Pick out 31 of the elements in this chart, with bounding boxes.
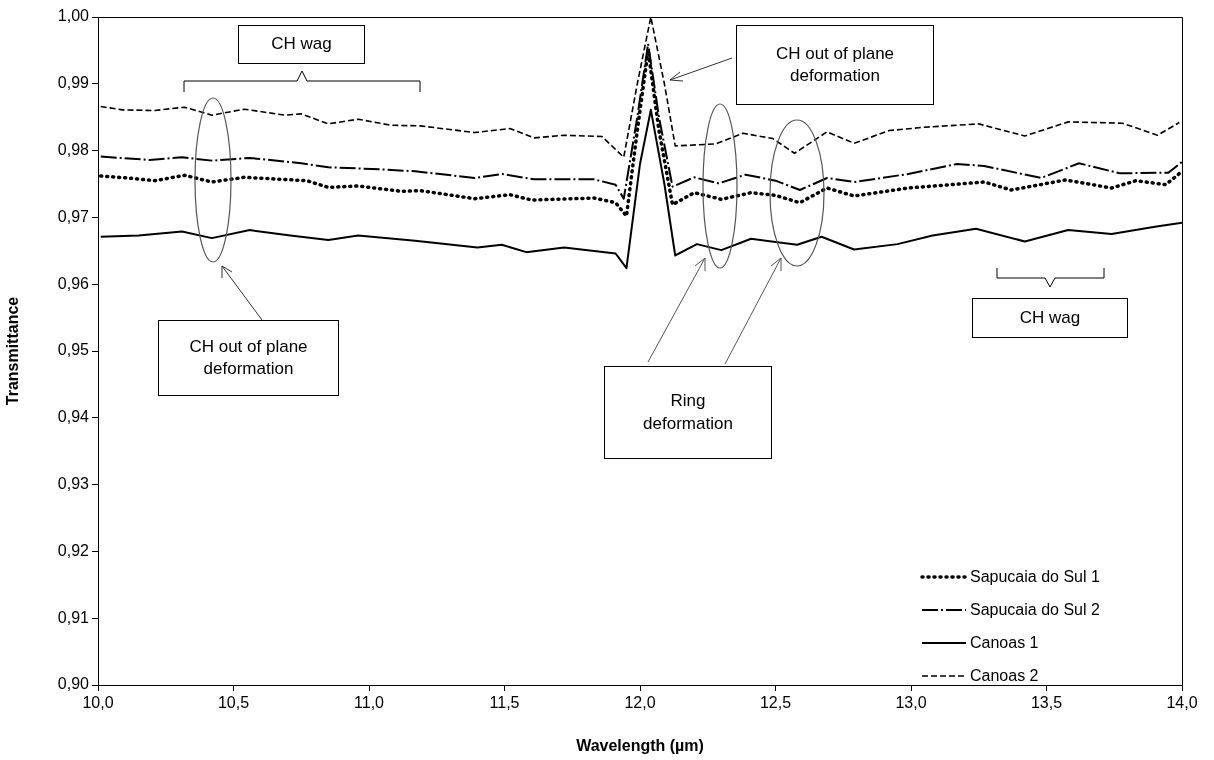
callout-box: CH wag [972, 298, 1128, 338]
x-tick-label: 13,0 [895, 694, 927, 712]
x-tick-label: 11,5 [489, 694, 520, 712]
y-tick-label: 0,97 [57, 207, 90, 225]
x-tick-label: 13,5 [1030, 694, 1063, 712]
y-tick-label: 0,90 [57, 675, 90, 693]
y-tick-label: 0,95 [57, 341, 90, 359]
y-tick-label: 1,00 [57, 7, 90, 25]
legend-label: Canoas 2 [970, 666, 1039, 685]
callout-box: CH out of plane deformation [736, 25, 934, 105]
legend-label: Sapucaia do Sul 2 [970, 600, 1100, 619]
y-tick-label: 0,96 [57, 274, 90, 292]
x-tick-label: 12,5 [759, 694, 792, 712]
callout-box: CH wag [238, 25, 365, 64]
y-axis-title: Transmittance [4, 296, 22, 406]
y-tick-label: 0,91 [57, 608, 90, 626]
x-axis-title: Wavelength (µm) [576, 736, 704, 754]
y-tick-label: 0,92 [57, 541, 90, 559]
x-tick-label: 10,0 [82, 694, 114, 712]
y-tick-label: 0,99 [57, 74, 90, 92]
y-tick-label: 0,94 [57, 408, 90, 426]
x-tick-label: 12,0 [624, 694, 656, 712]
legend-label: Sapucaia do Sul 1 [970, 567, 1100, 586]
callout-box: CH out of plane deformation [158, 320, 339, 396]
callout-box: Ring deformation [604, 366, 772, 459]
legend-label: Canoas 1 [970, 633, 1039, 652]
y-tick-label: 0,98 [57, 141, 90, 159]
x-tick-label: 14,0 [1166, 694, 1198, 712]
y-tick-label: 0,93 [57, 475, 90, 493]
x-tick-label: 11,0 [354, 694, 385, 712]
x-tick-label: 10,5 [217, 694, 250, 712]
